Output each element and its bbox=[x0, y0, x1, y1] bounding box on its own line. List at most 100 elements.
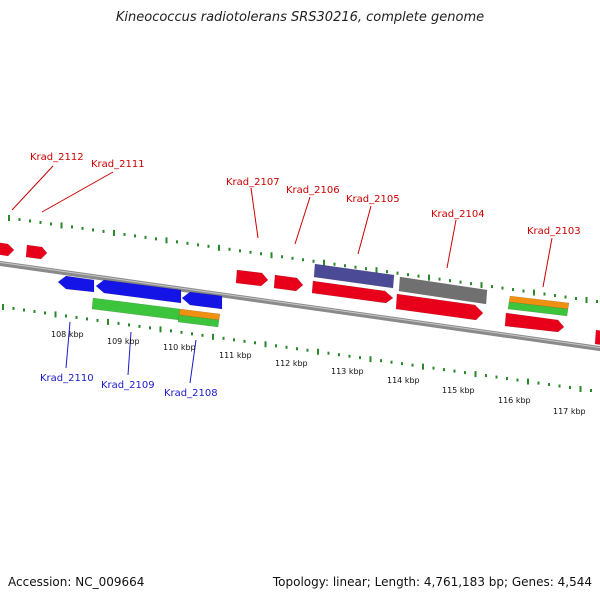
tick-mark bbox=[474, 371, 477, 378]
tick-mark bbox=[107, 318, 109, 325]
gene-label[interactable]: Krad_2106 bbox=[286, 185, 340, 196]
tick-mark bbox=[12, 306, 15, 310]
gene-arrow[interactable] bbox=[25, 244, 48, 260]
tick-mark bbox=[149, 326, 151, 330]
leader-line bbox=[294, 196, 311, 245]
tick-mark bbox=[554, 294, 556, 298]
tick-mark bbox=[569, 386, 571, 390]
tick-mark bbox=[579, 386, 582, 393]
gene-arrow[interactable] bbox=[395, 293, 484, 321]
tick-mark bbox=[401, 362, 403, 366]
kbp-label: 116 kbp bbox=[498, 396, 531, 405]
tick-mark bbox=[317, 348, 319, 355]
tick-mark bbox=[506, 377, 508, 381]
tick-mark bbox=[65, 314, 67, 318]
tick-mark bbox=[548, 383, 550, 387]
gene-label[interactable]: Krad_2104 bbox=[431, 209, 485, 220]
gene-label[interactable]: Krad_2105 bbox=[346, 194, 400, 205]
gene-label[interactable]: Krad_2109 bbox=[101, 380, 155, 391]
gene-labels-top: Krad_2112 Krad_2111 Krad_2107 Krad_2106 … bbox=[30, 152, 581, 237]
tick-mark bbox=[411, 363, 414, 367]
tick-mark bbox=[422, 363, 424, 370]
tick-mark bbox=[170, 329, 172, 333]
gene-arrow[interactable] bbox=[311, 280, 394, 304]
kbp-label: 110 kbp bbox=[163, 343, 196, 352]
tick-mark bbox=[369, 356, 372, 363]
tick-mark bbox=[323, 259, 325, 266]
tick-mark bbox=[543, 292, 546, 296]
tick-mark bbox=[348, 354, 351, 358]
tick-mark bbox=[417, 274, 420, 278]
tick-mark bbox=[113, 229, 115, 236]
tick-mark bbox=[443, 368, 445, 372]
tick-mark bbox=[54, 311, 57, 318]
tick-mark bbox=[186, 241, 189, 245]
gene-arrow[interactable] bbox=[57, 275, 95, 293]
tick-mark bbox=[453, 369, 456, 373]
leader-line bbox=[357, 205, 372, 255]
tick-mark bbox=[155, 237, 157, 241]
gene-bar[interactable] bbox=[313, 263, 395, 289]
tick-mark bbox=[375, 267, 378, 274]
tick-mark bbox=[23, 308, 25, 312]
gene-bar[interactable] bbox=[177, 314, 220, 328]
kbp-label: 111 kbp bbox=[219, 351, 252, 360]
tick-mark bbox=[270, 252, 273, 259]
gene-label[interactable]: Krad_2111 bbox=[91, 159, 145, 170]
tick-mark bbox=[134, 234, 136, 238]
gene-label[interactable]: Krad_2110 bbox=[40, 373, 94, 384]
tick-mark bbox=[396, 271, 399, 275]
kbp-label: 109 kbp bbox=[107, 337, 140, 346]
tick-mark bbox=[558, 384, 561, 388]
gene-bar[interactable] bbox=[507, 301, 569, 317]
gene-arrow[interactable] bbox=[235, 269, 269, 287]
tick-mark bbox=[264, 341, 267, 348]
gene-bar[interactable] bbox=[398, 276, 488, 305]
tick-mark bbox=[75, 315, 78, 319]
tick-mark bbox=[575, 297, 577, 301]
leader-line bbox=[41, 171, 114, 213]
tick-mark bbox=[338, 353, 340, 357]
gene-arrow[interactable] bbox=[95, 279, 182, 304]
tick-mark bbox=[495, 375, 498, 379]
tick-mark bbox=[218, 244, 220, 251]
gene-arrow[interactable] bbox=[273, 274, 304, 292]
tick-mark bbox=[459, 280, 462, 284]
leader-line bbox=[250, 187, 259, 239]
gene-label[interactable]: Krad_2103 bbox=[527, 226, 581, 237]
tick-mark bbox=[596, 299, 598, 303]
tick-mark bbox=[228, 247, 231, 251]
tick-mark bbox=[390, 360, 393, 364]
tick-mark bbox=[128, 323, 130, 327]
tick-mark bbox=[207, 244, 210, 248]
gene-label[interactable]: Krad_2107 bbox=[226, 177, 280, 188]
gene-arrow[interactable] bbox=[0, 242, 15, 257]
leader-line bbox=[127, 331, 132, 376]
tick-mark bbox=[344, 264, 346, 268]
tick-mark bbox=[365, 267, 367, 271]
tick-mark bbox=[33, 309, 36, 313]
gene-label[interactable]: Krad_2108 bbox=[164, 388, 218, 399]
leader-line bbox=[542, 237, 553, 288]
tick-mark bbox=[92, 228, 94, 232]
gene-arrow[interactable] bbox=[181, 291, 223, 310]
leader-line bbox=[446, 219, 457, 269]
tick-mark bbox=[386, 270, 388, 274]
tick-mark bbox=[191, 332, 193, 336]
tick-mark bbox=[117, 321, 120, 325]
tick-mark bbox=[585, 297, 588, 304]
tick-mark bbox=[564, 295, 567, 299]
tick-mark bbox=[275, 344, 277, 348]
gene-arrow[interactable] bbox=[504, 312, 565, 333]
tick-mark bbox=[44, 311, 46, 315]
gene-label[interactable]: Krad_2112 bbox=[30, 152, 84, 163]
tick-mark bbox=[302, 258, 304, 262]
tick-mark bbox=[516, 378, 519, 382]
gene-arrow[interactable] bbox=[594, 329, 600, 346]
tick-mark bbox=[233, 338, 235, 342]
tick-mark bbox=[2, 304, 4, 310]
tick-mark bbox=[176, 240, 178, 244]
gene-leader-lines bbox=[11, 165, 553, 384]
tick-mark bbox=[407, 273, 409, 277]
